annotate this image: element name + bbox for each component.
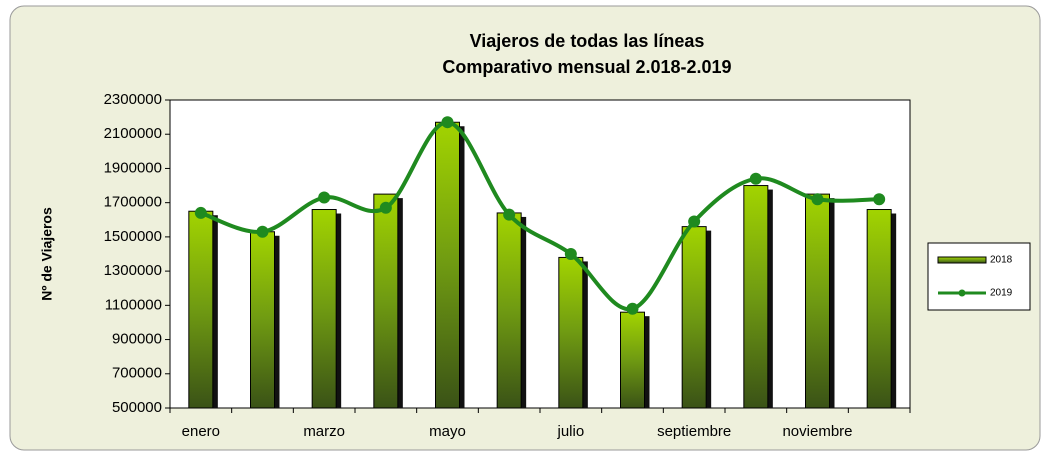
line-marker [318, 191, 331, 204]
x-tick-label: septiembre [657, 423, 731, 440]
y-tick-label: 2300000 [104, 91, 162, 108]
bar [435, 121, 460, 409]
chart-title: Viajeros de todas las líneas [470, 31, 705, 51]
y-tick-label: 1700000 [104, 194, 162, 211]
bar [496, 212, 522, 409]
legend [927, 242, 1031, 311]
bar [188, 210, 214, 409]
bar [620, 311, 645, 409]
line-marker [503, 208, 516, 221]
bar [681, 226, 707, 409]
x-tick-label: marzo [303, 423, 345, 440]
line-marker [194, 206, 207, 219]
x-tick-label: noviembre [782, 423, 852, 440]
line-marker [379, 201, 392, 214]
legend-marker [958, 289, 966, 297]
y-axis-label: Nº de Viajeros [39, 207, 55, 301]
line-marker [441, 116, 454, 129]
plot-area [169, 99, 911, 409]
y-tick-label: 2100000 [104, 125, 162, 142]
bar [311, 209, 337, 409]
bar [805, 193, 830, 409]
x-tick-label: enero [182, 423, 220, 440]
line-marker [749, 172, 762, 185]
legend-swatch [937, 256, 987, 264]
legend-label: 2019 [990, 288, 1013, 299]
x-tick-label: julio [556, 423, 584, 440]
legend-label: 2018 [990, 255, 1013, 266]
line-marker [811, 193, 824, 206]
chart-subtitle: Comparativo mensual 2.018-2.019 [442, 57, 731, 77]
y-tick-label: 900000 [112, 331, 162, 348]
bar [866, 209, 892, 409]
line-marker [873, 193, 886, 206]
x-tick-label: mayo [429, 423, 466, 440]
line-marker [256, 225, 269, 238]
y-tick-label: 1900000 [104, 159, 162, 176]
y-tick-label: 1100000 [105, 296, 162, 313]
bar [558, 256, 584, 409]
bar [743, 185, 769, 409]
line-marker [564, 248, 577, 260]
y-tick-label: 700000 [112, 365, 162, 382]
y-tick-label: 1300000 [104, 262, 162, 279]
bar [250, 231, 275, 409]
y-tick-label: 500000 [112, 399, 162, 416]
y-tick-label: 1500000 [104, 228, 162, 245]
line-marker [688, 215, 701, 228]
bar [373, 193, 399, 409]
line-marker [626, 302, 639, 315]
